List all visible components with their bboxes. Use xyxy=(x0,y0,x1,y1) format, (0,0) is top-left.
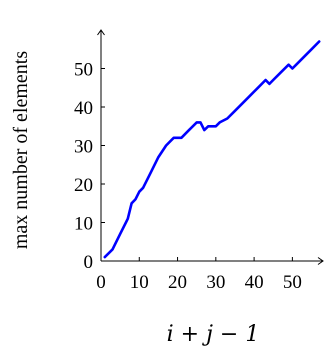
y-tick-label: 40 xyxy=(74,98,93,119)
y-axis-arrowhead xyxy=(97,29,105,36)
ticks: 0 10 20 30 40 50 0 10 20 30 40 50 xyxy=(74,60,302,294)
y-tick-label: 20 xyxy=(74,175,93,196)
y-tick-label: 30 xyxy=(74,137,93,158)
x-tick-label: 10 xyxy=(130,272,149,293)
y-axis-title: max number of elements xyxy=(10,51,32,249)
x-tick-label: 30 xyxy=(206,272,225,293)
x-tick-label: 0 xyxy=(96,272,106,293)
series-line-1 xyxy=(103,40,321,259)
series-group xyxy=(103,40,321,259)
x-tick-label: 40 xyxy=(245,272,264,293)
x-tick-label: 20 xyxy=(168,272,187,293)
y-tick-label: 10 xyxy=(74,214,93,235)
x-axis-title: i + j − 1 xyxy=(167,322,260,347)
x-axis-arrowhead xyxy=(317,257,324,265)
y-tick-label: 0 xyxy=(84,252,94,273)
x-tick-label: 50 xyxy=(283,272,302,293)
y-tick-label: 50 xyxy=(74,60,93,81)
